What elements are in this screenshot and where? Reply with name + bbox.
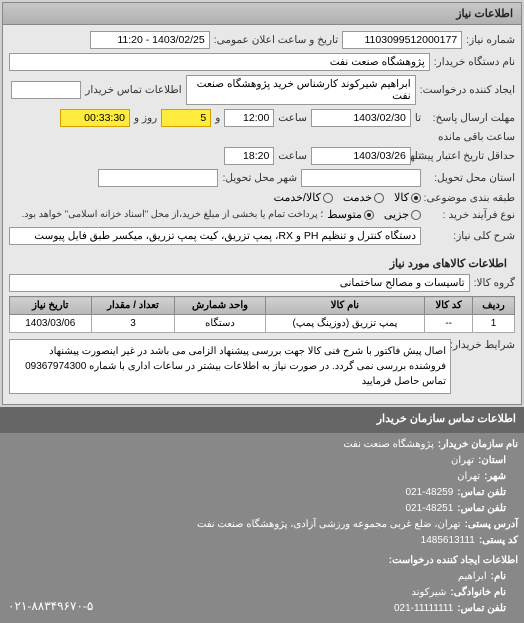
table-row[interactable]: 1 -- پمپ تزریق (دوزینگ پمپ) دستگاه 3 140…: [10, 315, 515, 333]
deadline-reply-label: مهلت ارسال پاسخ:: [425, 112, 515, 124]
cell-unit: دستگاه: [175, 315, 265, 333]
name: ابراهیم: [458, 569, 487, 585]
remaining-label: ساعت باقی مانده: [438, 131, 515, 143]
col-code: کد کالا: [425, 297, 473, 315]
radio-service[interactable]: خدمت: [343, 191, 384, 204]
cell-code: --: [425, 315, 473, 333]
time-label-1: ساعت: [278, 112, 307, 124]
goods-group-label: گروه کالا:: [474, 277, 515, 289]
fax-label: تلفن تماس:: [457, 501, 506, 517]
addr-label: آدرس پستی:: [465, 517, 518, 533]
delivery-state: [301, 169, 421, 187]
conditions-text: اصال پیش فاکتور با شرح فنی کالا جهت بررس…: [9, 339, 451, 394]
cell-idx: 1: [472, 315, 514, 333]
days: 5: [161, 109, 211, 127]
buyer-org: پژوهشگاه صنعت نفت: [9, 53, 430, 71]
cell-date: 1403/03/06: [10, 315, 92, 333]
goods-group: تاسیسات و مصالح ساختمانی: [9, 274, 470, 292]
radio-minor[interactable]: جزیی: [384, 208, 421, 221]
addr: تهران، ضلع غربی مجموعه ورزشی آزادی، پژوه…: [197, 517, 461, 533]
sign-deadline-label: حداقل تاریخ اعتبار پیشنهاد تا تاریخ:: [425, 150, 515, 162]
panel-header: اطلاعات نیاز: [3, 3, 521, 25]
date1: 1403/02/30: [311, 109, 411, 127]
lname-label: نام خانوادگی:: [450, 585, 506, 601]
time-label-2: ساعت: [278, 150, 307, 162]
time2: 18:20: [224, 147, 274, 165]
until-label-1: تا: [415, 112, 421, 124]
announce-label: تاریخ و ساعت اعلان عمومی:: [214, 34, 338, 46]
creator-label: ایجاد کننده درخواست:: [420, 84, 515, 96]
announce-value: 1403/02/25 - 11:20: [90, 31, 210, 49]
ctel: 021-11111111: [394, 601, 453, 617]
city: تهران: [457, 469, 480, 485]
tel-label: تلفن تماس:: [457, 485, 506, 501]
cell-qty: 3: [91, 315, 175, 333]
type-label: نوع فرآیند خرید :: [425, 209, 515, 221]
date2: 1403/03/26: [311, 147, 411, 165]
radio-medium[interactable]: متوسط: [327, 208, 374, 221]
contact-title: اطلاعات تماس سازمان خریدار: [0, 407, 524, 433]
radio-goods[interactable]: کالا: [394, 191, 421, 204]
need-number: 1103099512000177: [342, 31, 462, 49]
col-qty: تعداد / مقدار: [91, 297, 175, 315]
col-name: نام کالا: [265, 297, 425, 315]
radio-both[interactable]: کالا/خدمت: [274, 191, 333, 204]
buyer-contact-label: اطلاعات تماس خریدار: [85, 84, 181, 96]
name-label: نام:: [491, 569, 506, 585]
time1: 12:00: [224, 109, 274, 127]
goods-table: ردیف کد کالا نام کالا واحد شمارش تعداد /…: [9, 296, 515, 333]
goods-title: اطلاعات کالاهای مورد نیاز: [9, 253, 515, 274]
creator: ابراهیم شیرکوند کارشناس خرید پژوهشگاه صن…: [186, 75, 416, 105]
lname: شیرکوند: [411, 585, 446, 601]
buyer-contact[interactable]: [11, 81, 81, 99]
subject-radio-group: کالا خدمت کالا/خدمت: [274, 191, 421, 204]
fax: 021-48251: [405, 501, 453, 517]
post: 1485613111: [421, 533, 475, 549]
col-idx: ردیف: [472, 297, 514, 315]
col-unit: واحد شمارش: [175, 297, 265, 315]
state-label: استان:: [478, 453, 506, 469]
remaining: 00:33:30: [60, 109, 130, 127]
cell-name: پمپ تزریق (دوزینگ پمپ): [265, 315, 425, 333]
city-label: شهر:: [484, 469, 506, 485]
type-radio-group: جزیی متوسط: [327, 208, 421, 221]
delivery-city-label: شهر محل تحویل:: [222, 172, 297, 184]
delivery-state-label: استان محل تحویل:: [425, 172, 515, 184]
need-number-label: شماره نیاز:: [466, 34, 515, 46]
post-label: کد پستی:: [479, 533, 518, 549]
buyer-org-label: نام دستگاه خریدار:: [434, 56, 515, 68]
ctel-label: تلفن تماس:: [457, 601, 506, 617]
desc-label: شرح کلی نیاز:: [425, 230, 515, 242]
and-label: و: [215, 112, 220, 124]
tel: 021-48259: [405, 485, 453, 501]
type-note: ؛ پرداخت تمام یا بخشی از مبلغ خرید،از مح…: [22, 209, 324, 220]
group-label: طبقه بندی موضوعی:: [425, 192, 515, 204]
days-label: روز و: [134, 112, 157, 124]
contact-panel: اطلاعات تماس سازمان خریدار نام سازمان خر…: [0, 407, 524, 623]
until-label-2: تا: [415, 150, 421, 162]
org: پژوهشگاه صنعت نفت: [343, 437, 434, 453]
conditions-label: شرایط خریدار:: [455, 339, 515, 351]
delivery-city: [98, 169, 218, 187]
org-label: نام سازمان خریدار:: [438, 437, 518, 453]
creator-title: اطلاعات ایجاد کننده درخواست:: [389, 553, 518, 569]
col-date: تاریخ نیاز: [10, 297, 92, 315]
desc: دستگاه کنترل و تنظیم PH و RX، پمپ تزریق،…: [9, 227, 421, 245]
corner-phone: ۰۲۱-۸۸۳۴۹۶۷۰-۵: [8, 597, 93, 616]
state: تهران: [451, 453, 474, 469]
